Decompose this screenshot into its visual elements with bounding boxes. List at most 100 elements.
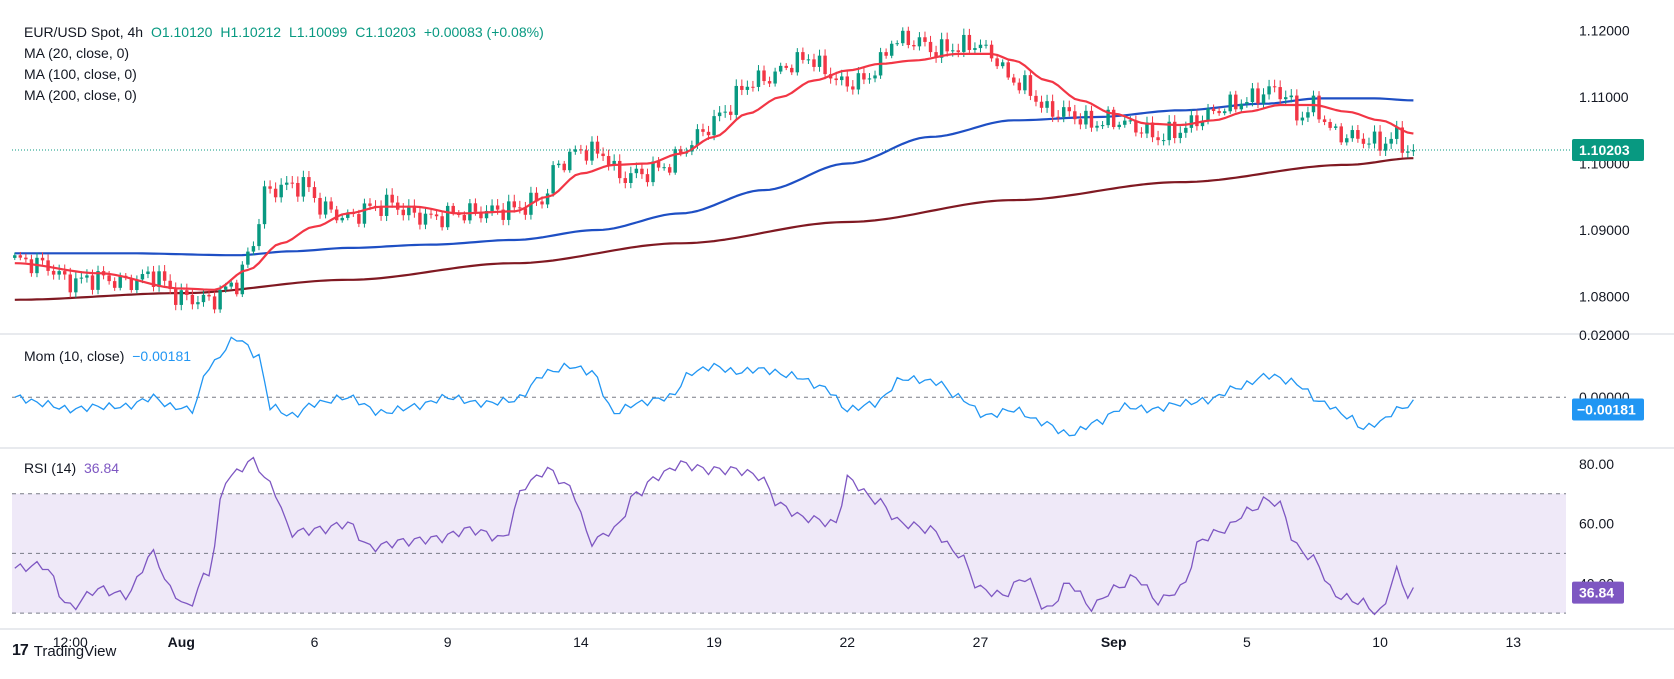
time-axis-tick: 12:00 xyxy=(53,634,88,650)
candle-body xyxy=(24,257,28,260)
candle-body xyxy=(745,86,750,90)
candle-body xyxy=(1111,109,1116,128)
candles-layer xyxy=(13,26,1416,314)
candle-body xyxy=(762,70,766,82)
time-axis-tick: 13 xyxy=(1505,634,1521,650)
candle-body xyxy=(1211,108,1216,111)
candle-body xyxy=(662,167,666,169)
candle-body xyxy=(407,205,411,216)
candle-body xyxy=(790,67,794,73)
grid-layer xyxy=(0,333,1674,630)
candle-body xyxy=(851,86,855,90)
candle-body xyxy=(1272,86,1277,88)
candle-body xyxy=(495,205,500,210)
candle-body xyxy=(917,37,922,47)
candle-body xyxy=(1084,110,1088,125)
candle-body xyxy=(518,207,522,209)
candle-body xyxy=(1117,124,1121,128)
last-price-label: 1.10203 xyxy=(1579,142,1630,158)
candle-body xyxy=(412,205,417,213)
candle-body xyxy=(85,275,89,278)
legend-ma200[interactable]: MA (200, close, 0) xyxy=(24,87,137,103)
candle-body xyxy=(1123,120,1127,125)
candle-body xyxy=(1267,86,1271,95)
candle-body xyxy=(157,271,161,287)
candle-body xyxy=(667,167,672,173)
candle-body xyxy=(956,50,960,52)
candle-body xyxy=(634,168,639,174)
candle-body xyxy=(445,205,450,228)
candle-body xyxy=(867,78,872,80)
candle-body xyxy=(329,201,333,210)
candle-body xyxy=(279,184,283,198)
legend-momentum[interactable]: Mom (10, close) −0.00181 xyxy=(24,348,195,364)
time-axis-tick: 19 xyxy=(706,634,722,650)
candle-body xyxy=(590,141,594,161)
legend-ma20[interactable]: MA (20, close, 0) xyxy=(24,45,130,61)
legend-rsi[interactable]: RSI (14) 36.84 xyxy=(24,460,123,476)
candle-body xyxy=(484,210,489,219)
candle-body xyxy=(179,290,183,305)
candle-body xyxy=(729,111,733,115)
candle-body xyxy=(257,224,261,247)
candle-body xyxy=(912,45,916,47)
candle-body xyxy=(817,55,822,67)
candle-body xyxy=(429,213,433,215)
time-axis-tick: 9 xyxy=(444,634,452,650)
price-axis-tick: 1.08000 xyxy=(1579,288,1630,304)
candle-body xyxy=(906,30,911,46)
candle-body xyxy=(1089,110,1094,128)
candle-body xyxy=(512,201,516,208)
candle-body xyxy=(107,275,111,282)
candle-body xyxy=(1178,132,1182,139)
candle-body xyxy=(218,289,222,310)
candle-body xyxy=(989,44,994,59)
time-axis-tick: 10 xyxy=(1372,634,1388,650)
candle-body xyxy=(568,151,572,171)
candle-body xyxy=(640,168,644,175)
candle-body xyxy=(418,212,422,225)
candle-body xyxy=(701,129,705,132)
tradingview-logo-icon: 17 xyxy=(12,642,29,659)
candle-body xyxy=(873,75,877,79)
candle-body xyxy=(357,214,361,224)
candle-body xyxy=(1023,75,1027,91)
candle-body xyxy=(601,153,605,157)
legend-close: C1.10203 xyxy=(355,24,416,40)
candle-body xyxy=(706,131,711,136)
candle-body xyxy=(812,59,816,67)
candle-body xyxy=(651,161,655,183)
candle-body xyxy=(540,201,544,205)
candle-body xyxy=(268,186,272,189)
candle-body xyxy=(1289,95,1293,98)
candle-body xyxy=(751,86,755,88)
legend-ma100[interactable]: MA (100, close, 0) xyxy=(24,66,137,82)
tradingview-brand[interactable]: 17 TradingView xyxy=(12,642,116,660)
candle-body xyxy=(1067,107,1071,112)
candle-body xyxy=(1234,94,1238,110)
candle-body xyxy=(895,43,899,45)
ma200-layer xyxy=(14,157,1414,301)
rsi-axis-tick: 60.00 xyxy=(1579,516,1614,532)
candle-body xyxy=(223,286,228,290)
candle-body xyxy=(773,71,777,84)
candle-body xyxy=(1361,138,1366,144)
candle-body xyxy=(1284,97,1288,100)
candle-body xyxy=(262,186,267,225)
candle-body xyxy=(151,271,156,287)
candle-body xyxy=(168,280,172,290)
candle-body xyxy=(1389,138,1393,144)
candle-body xyxy=(462,215,467,221)
candle-body xyxy=(273,188,278,198)
candle-body xyxy=(784,65,788,68)
candle-body xyxy=(723,111,727,113)
candle-body xyxy=(1328,122,1332,128)
time-axis-tick: 27 xyxy=(973,634,989,650)
candle-body xyxy=(923,37,927,42)
candle-body xyxy=(1239,103,1244,110)
candle-body xyxy=(901,30,905,44)
candle-body xyxy=(717,112,722,117)
candle-body xyxy=(856,73,861,90)
